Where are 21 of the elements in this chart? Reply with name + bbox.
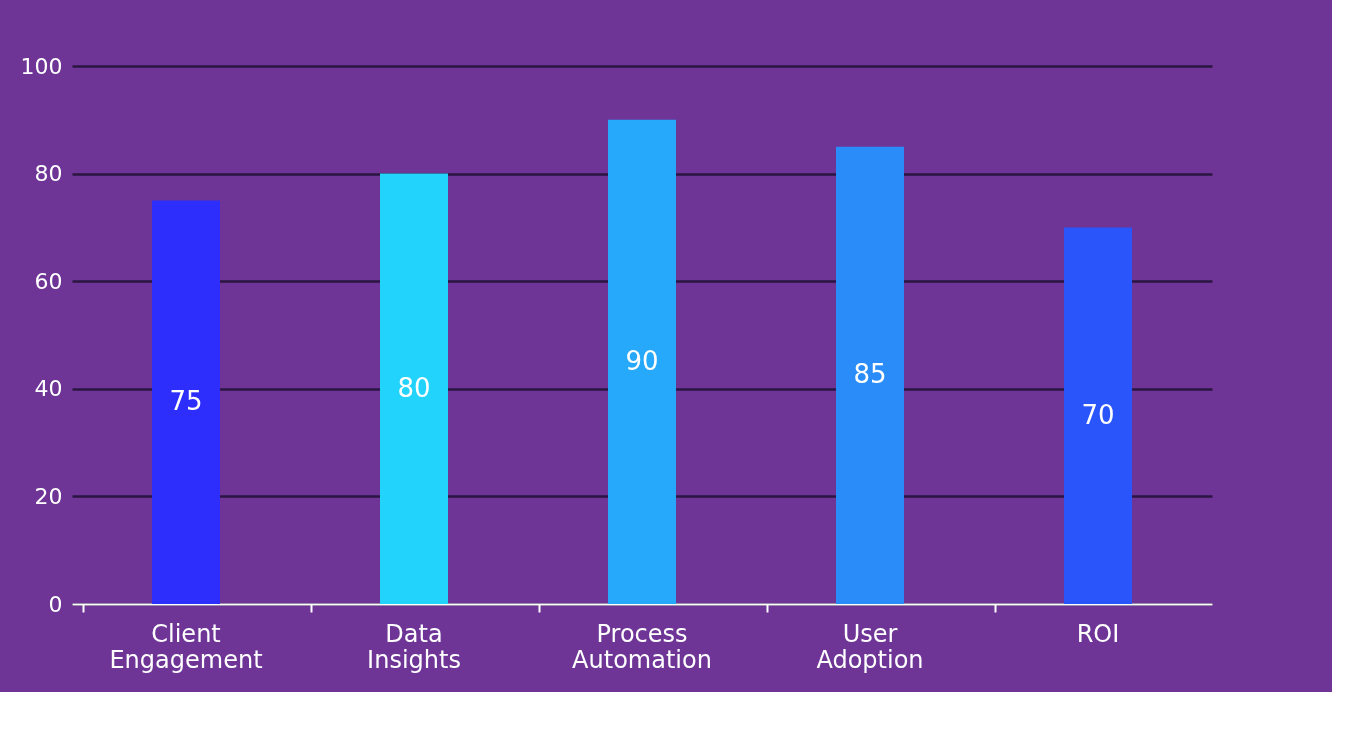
x-tick-label: ROI <box>1076 619 1120 648</box>
x-tick-label: User Adoption <box>816 619 924 674</box>
bar <box>1064 227 1132 604</box>
data-label: 90 <box>625 345 659 376</box>
y-tick-label: 100 <box>20 53 63 79</box>
data-label: 85 <box>853 359 887 390</box>
data-label: 75 <box>169 386 203 417</box>
y-tick-label: 80 <box>34 161 63 187</box>
x-tick-label: Process Automation <box>572 619 712 674</box>
x-tick-label: Data Insights <box>367 619 461 674</box>
bar <box>380 173 448 604</box>
data-label: 80 <box>397 372 431 403</box>
bar <box>836 146 904 604</box>
bar <box>152 200 220 604</box>
y-tick-label: 60 <box>34 268 63 294</box>
data-label: 70 <box>1081 399 1115 430</box>
y-tick-label: 0 <box>48 591 63 617</box>
y-tick-label: 40 <box>34 376 63 402</box>
bar <box>608 119 676 604</box>
y-tick-label: 20 <box>34 483 63 509</box>
x-tick-label: Client Engagement <box>109 619 263 674</box>
